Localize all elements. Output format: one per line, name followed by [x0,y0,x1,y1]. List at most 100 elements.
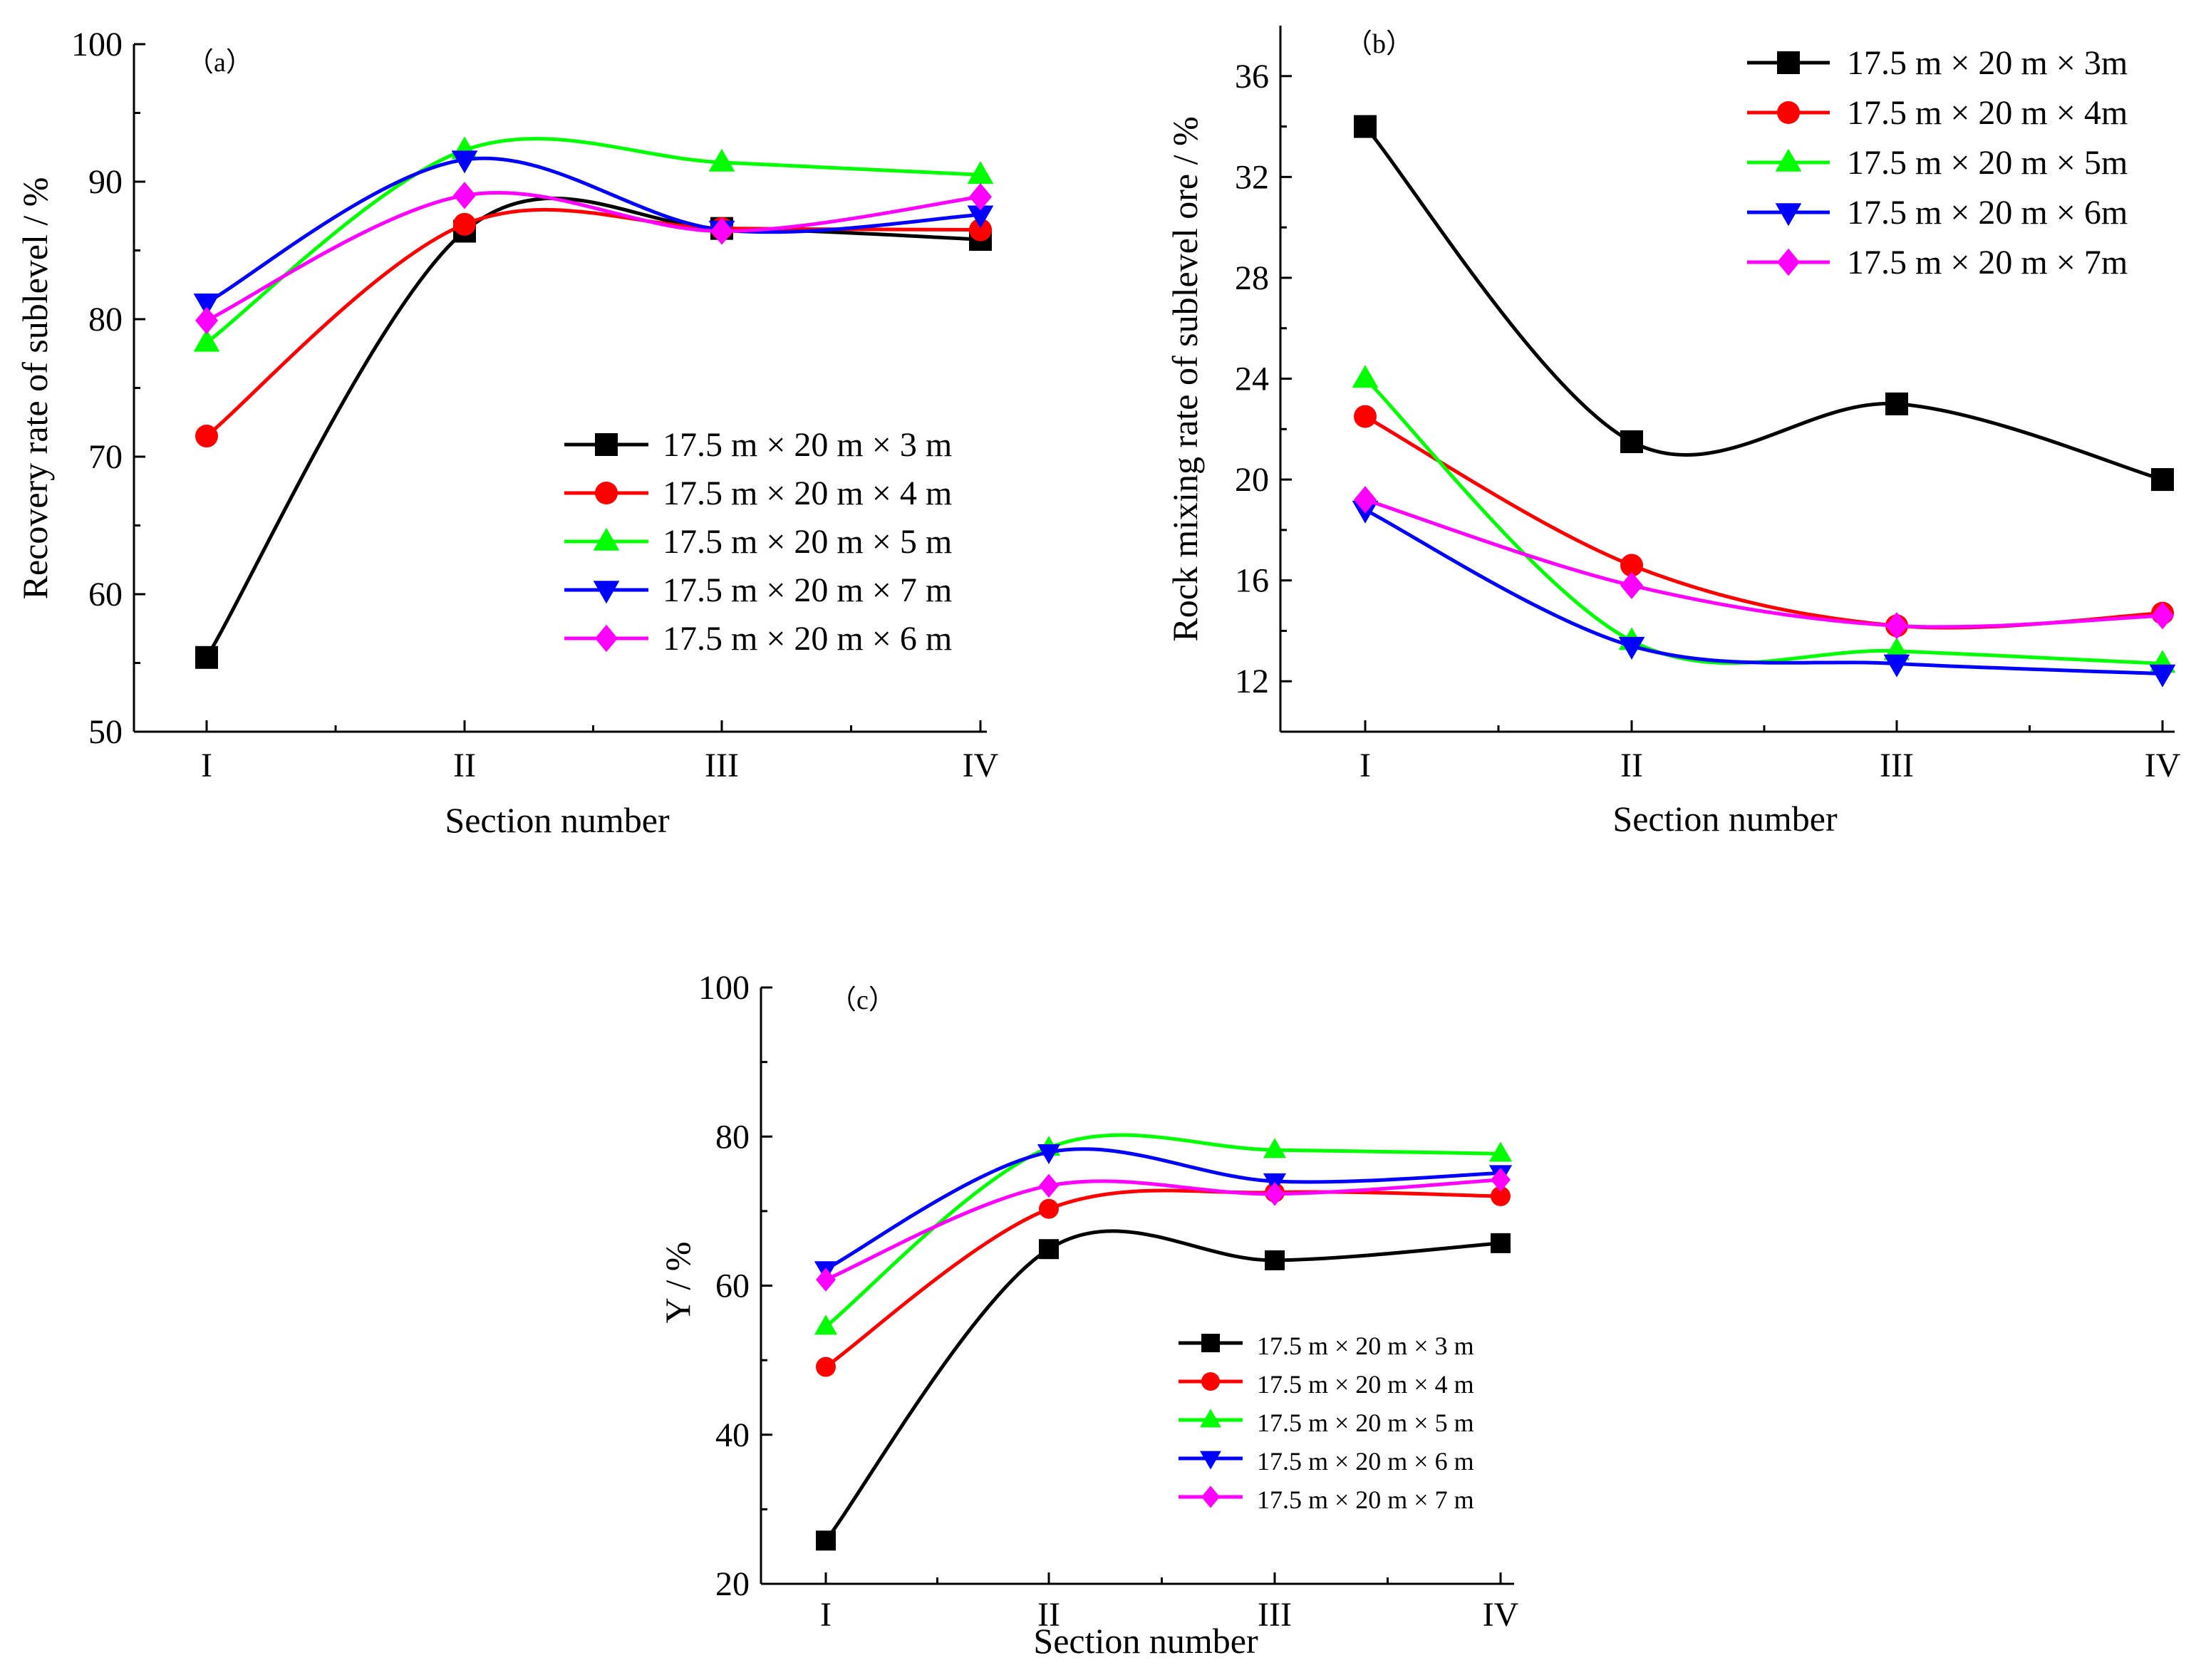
data-point [1037,1144,1061,1165]
y-tick-label: 60 [715,1267,750,1305]
series-line [204,156,983,305]
legend-label: 17.5 m × 20 m × 7m [1847,244,2128,281]
data-point [1883,654,1910,678]
legend-marker [1775,203,1802,227]
x-axis-title: Section number [445,800,670,840]
data-point [969,183,992,211]
data-point [967,161,994,185]
x-axis-title: Section number [1612,799,1838,839]
series-line [1363,508,2165,676]
x-tick-label: IV [2145,747,2181,784]
y-axis-title: Recovery rate of sublevel / % [15,177,55,600]
data-point [1039,1198,1059,1219]
panel-label: （b） [1345,29,1413,59]
series-line [824,1147,1503,1271]
legend-marker [1777,51,1800,74]
series-line [824,1188,1503,1369]
series-line [824,1178,1503,1282]
legend-label: 17.5 m × 20 m × 6m [1847,194,2128,232]
legend-marker [1777,248,1800,276]
x-tick-label: IV [1483,1596,1519,1634]
legend-label: 17.5 m × 20 m × 5m [1847,144,2128,182]
y-tick-label: 24 [1235,361,1269,398]
data-point [195,645,218,669]
x-tick-label: II [1620,747,1643,784]
x-tick-label: III [1880,747,1914,784]
data-point [2151,468,2174,492]
data-point [1491,1186,1511,1206]
data-point [2151,601,2174,630]
y-tick-label: 36 [1235,58,1269,95]
data-point [1354,405,1377,428]
data-point [1883,637,1910,660]
data-point [710,217,733,245]
legend-marker [1201,1334,1220,1352]
y-tick-label: 28 [1235,259,1269,297]
data-point [1618,636,1645,660]
series-line [204,137,983,345]
legend-marker [593,581,620,604]
data-point [453,182,476,209]
y-tick-label: 16 [1235,562,1269,600]
legend-label: 17.5 m × 20 m × 5 m [1257,1409,1474,1437]
y-axis-title: Y / % [658,1242,698,1324]
data-point [1354,486,1377,514]
data-point [451,150,478,174]
legend-label: 17.5 m × 20 m × 4 m [663,475,952,512]
legend-marker [1775,148,1802,172]
legend-marker [1201,1485,1220,1508]
x-tick-label: I [820,1596,832,1634]
x-tick-label: III [1258,1596,1292,1634]
data-point [195,306,218,335]
data-point [816,1267,836,1292]
y-tick-label: 80 [88,301,123,338]
legend-label: 17.5 m × 20 m × 5 m [663,523,952,561]
series-line [1363,377,2165,665]
legend-marker [1200,1409,1221,1428]
series-line [204,191,983,323]
legend-label: 17.5 m × 20 m × 4m [1847,94,2128,132]
data-point [708,148,735,172]
data-point [1885,612,1908,640]
data-point [1620,554,1643,577]
data-point [814,1315,838,1335]
panel-label: （c） [829,985,896,1015]
data-point [1488,1141,1513,1162]
data-point [1352,365,1379,388]
legend-label: 17.5 m × 20 m × 4 m [1257,1370,1474,1399]
legend-marker [595,624,618,653]
data-point [195,425,218,448]
y-tick-label: 20 [715,1565,750,1603]
y-tick-label: 100 [71,26,123,63]
y-tick-label: 90 [88,163,123,201]
legend-marker [1200,1451,1221,1470]
data-point [1039,1239,1059,1260]
x-tick-label: II [453,747,476,784]
y-axis-title: Rock mixing rate of sublevel ore / % [1165,116,1205,641]
series-line [824,1133,1503,1329]
data-point [1039,1173,1059,1198]
data-point [1265,1250,1285,1270]
data-point [1354,115,1377,138]
panel-label: （a） [187,48,253,78]
data-point [1491,1168,1511,1192]
y-tick-label: 100 [698,969,750,1007]
y-tick-label: 50 [88,713,123,751]
data-point [816,1530,836,1551]
legend-marker [593,527,620,551]
x-tick-label: III [705,747,739,784]
series-line [1363,497,2165,629]
y-tick-label: 60 [88,576,123,613]
y-tick-label: 12 [1235,663,1269,700]
legend-label: 17.5 m × 20 m × 7 m [1257,1485,1474,1514]
series-line [1363,415,2165,630]
data-point [193,328,220,352]
legend-label: 17.5 m × 20 m × 6 m [663,620,952,658]
data-point [1491,1233,1511,1253]
y-tick-label: 40 [715,1416,750,1454]
data-point [453,212,476,236]
